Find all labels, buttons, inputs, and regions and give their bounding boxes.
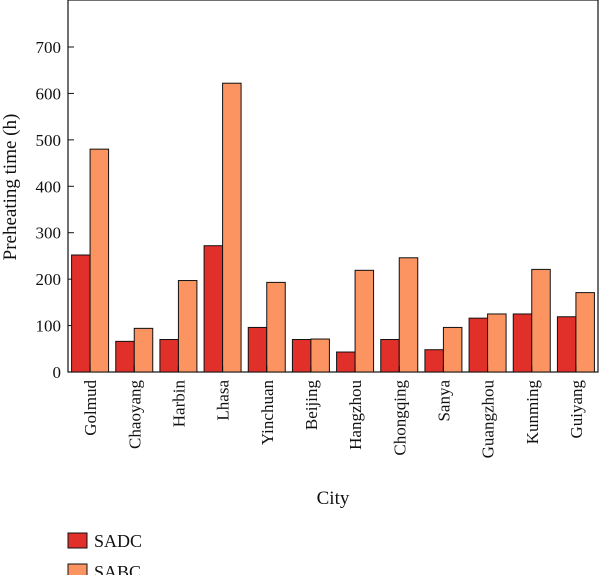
bar-sabc-chaoyang	[133, 327, 154, 373]
bar-sabc-beijing	[310, 338, 330, 373]
x-tick-label: Yinchuan	[258, 380, 277, 446]
y-tick-label: 0	[53, 363, 62, 382]
bar-sabc-kunming	[531, 268, 551, 373]
legend-label-sadc: SADC	[94, 531, 142, 551]
bar-sabc-guiyang	[575, 292, 595, 373]
y-tick-label: 400	[36, 177, 62, 196]
x-tick-label: Beijing	[302, 380, 321, 431]
bar-sabc-guangzhou	[487, 313, 507, 373]
x-tick-label: Hangzhou	[346, 380, 365, 450]
bar-sabc-lhasa	[222, 82, 242, 373]
bar-sabc-hangzhou	[354, 269, 375, 373]
x-tick-label: Golmud	[81, 380, 100, 436]
bar-sabc-harbin	[177, 280, 198, 373]
y-tick-label: 600	[36, 84, 62, 103]
legend-swatch-sadc	[67, 532, 88, 549]
bar-sadc-hangzhou	[336, 351, 356, 373]
legend: SADC SABC	[67, 531, 142, 575]
bar-sadc-lhasa	[203, 245, 224, 373]
y-tick-label: 100	[36, 317, 62, 336]
y-tick-label: 500	[36, 131, 62, 150]
x-tick-label: Lhasa	[214, 380, 233, 421]
plot-area: 0 100 200 300 400 500 600 700 Golmud Chaoyang Harb…	[36, 0, 599, 458]
legend-label-sabc: SABC	[94, 562, 141, 575]
bar-sadc-golmud	[71, 254, 91, 373]
x-tick-label: Guangzhou	[479, 380, 498, 459]
bar-sabc-chongqing	[398, 257, 419, 373]
x-tick-label: Guiyang	[567, 380, 586, 439]
bar-sadc-chongqing	[380, 339, 400, 373]
bar-sadc-beijing	[291, 339, 312, 373]
y-tick-label: 200	[36, 270, 62, 289]
y-tick-label: 700	[36, 38, 62, 57]
x-tick-label: Harbin	[169, 380, 188, 428]
bar-sadc-chaoyang	[115, 340, 135, 373]
y-axis-label: Preheating time (h)	[0, 114, 21, 261]
y-tick-label: 300	[36, 224, 62, 243]
bar-sadc-guiyang	[556, 316, 577, 373]
bar-sabc-yinchuan	[266, 281, 286, 373]
x-tick-label: Chongqing	[390, 380, 409, 456]
x-tick-label: Kunming	[523, 380, 542, 445]
bar-sadc-harbin	[159, 339, 179, 373]
bar-sadc-sanya	[424, 349, 444, 373]
legend-swatch-sabc	[67, 563, 88, 575]
bar-sadc-yinchuan	[247, 326, 268, 373]
bar-sabc-sanya	[442, 326, 463, 373]
x-axis-label: City	[317, 488, 350, 509]
x-tick-label: Chaoyang	[125, 380, 144, 449]
bar-sadc-kunming	[512, 313, 533, 373]
bar-sabc-golmud	[89, 148, 110, 373]
bar-sadc-guangzhou	[468, 317, 489, 373]
x-tick-label: Sanya	[434, 380, 453, 422]
